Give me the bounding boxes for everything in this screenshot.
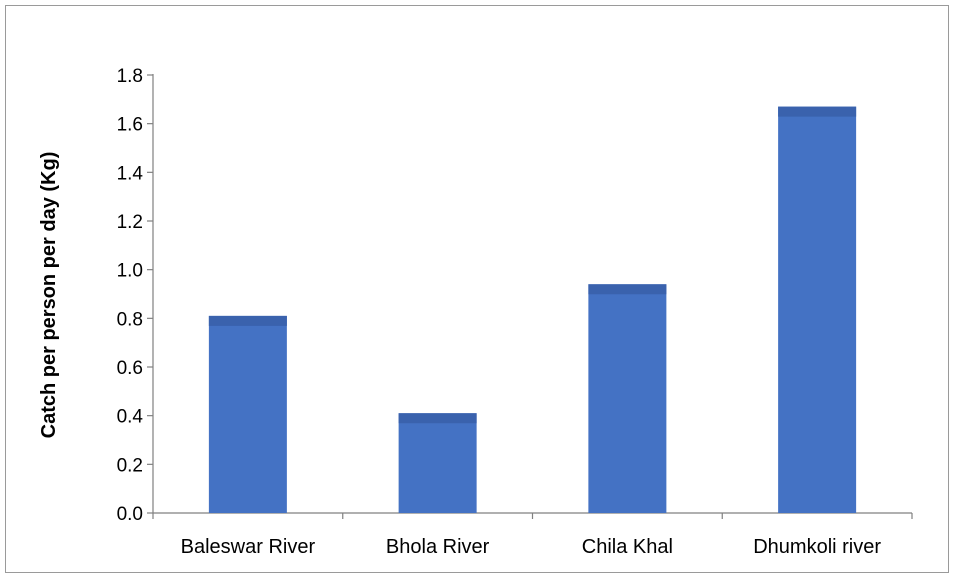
x-tick-label: Bhola River [386, 536, 490, 558]
bars [208, 106, 857, 513]
y-tick-label: 0.4 [117, 407, 144, 428]
bar-top [208, 315, 287, 326]
x-tick-label: Baleswar River [181, 536, 316, 558]
y-tick-label: 1.0 [117, 261, 143, 282]
y-tick-label: 0.2 [117, 455, 143, 476]
bar-body [588, 284, 667, 513]
y-tick-label: 1.2 [117, 212, 143, 233]
y-tick-label: 1.6 [117, 115, 143, 136]
bar-body [208, 315, 287, 513]
y-ticks: 0.0 0.2 0.4 0.6 0.8 1.0 1.2 1.4 1.6 1.8 [117, 66, 153, 525]
bar [208, 315, 287, 513]
x-tick-label: Chila Khal [582, 536, 673, 558]
bar [398, 413, 477, 513]
bar-top [778, 106, 857, 117]
y-tick-label: 0.8 [117, 309, 143, 330]
y-tick-label: 0.6 [117, 358, 143, 379]
y-tick-label: 1.4 [117, 163, 144, 184]
bar [778, 106, 857, 513]
bar-body [398, 413, 477, 513]
bar-body [778, 106, 857, 513]
y-tick-label: 1.8 [117, 66, 143, 87]
x-tick-label: Dhumkoli river [753, 536, 881, 558]
bar-top [588, 284, 667, 295]
bar [588, 284, 667, 513]
x-tick-labels: Baleswar River Bhola River Chila Khal Dhumk… [181, 536, 882, 558]
y-tick-label: 0.0 [117, 504, 143, 525]
y-axis-title: Catch per person per day (Kg) [38, 152, 60, 439]
bar-top [398, 413, 477, 424]
